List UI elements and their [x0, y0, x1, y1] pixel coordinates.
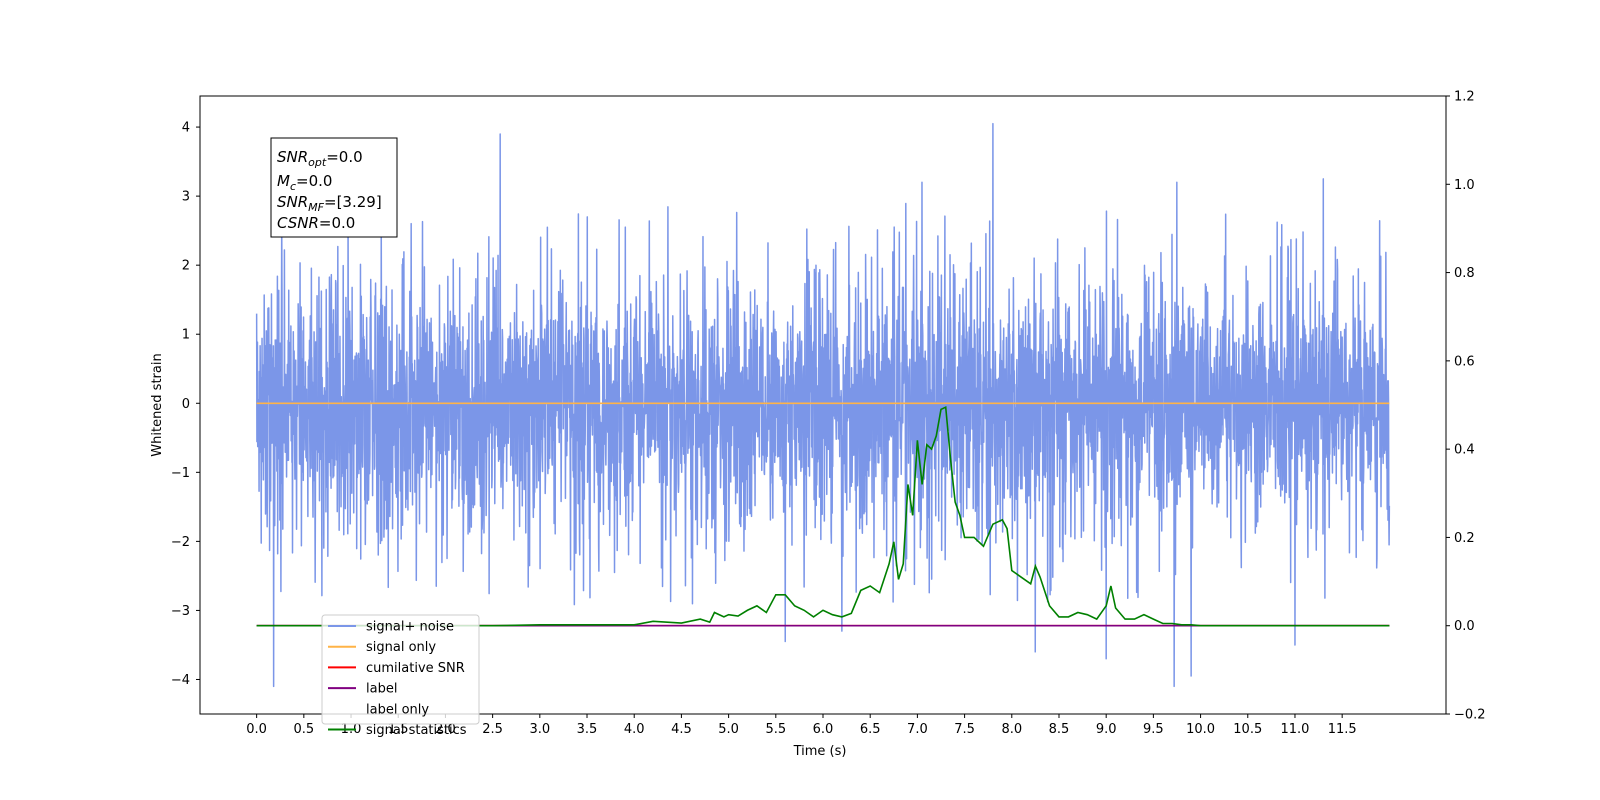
- x-tick-label: 5.0: [718, 722, 739, 737]
- y2-tick-label: 1.2: [1454, 90, 1475, 105]
- y-tick-label: −2: [171, 535, 190, 550]
- y-axis-right-ticks: −0.2 0.0 0.2 0.4 0.6 0.8 1.0 1.2: [1446, 90, 1486, 723]
- y2-tick-label: 0.8: [1454, 266, 1475, 281]
- legend-label-cumilative-snr: cumilative SNR: [366, 661, 465, 676]
- x-tick-label: 5.5: [765, 722, 786, 737]
- signal-noise-line: [255, 122, 1391, 688]
- annotation-value: =0.0: [296, 172, 332, 190]
- y-tick-label: 3: [182, 190, 190, 205]
- annotation-value: =[3.29]: [324, 193, 382, 211]
- x-tick-label: 2.0: [435, 722, 456, 737]
- x-tick-label: 8.5: [1049, 722, 1070, 737]
- legend-label-signal-statistics: signal statistics: [366, 723, 467, 738]
- y2-tick-label: 0.4: [1454, 443, 1475, 458]
- annotation-symbol: M: [277, 172, 290, 190]
- y-axis-label: Whitened strain: [150, 353, 165, 456]
- y-tick-label: 2: [182, 259, 190, 274]
- y-axis-left-ticks: −4 −3 −2 −1 0 1 2 3 4: [171, 121, 200, 688]
- x-tick-label: 11.0: [1280, 722, 1309, 737]
- annotation-value: =0.0: [326, 148, 362, 166]
- x-tick-label: 7.0: [907, 722, 928, 737]
- y-tick-label: 4: [182, 121, 190, 136]
- annotation-subscript: MF: [308, 201, 324, 214]
- y-tick-label: 1: [182, 328, 190, 343]
- x-tick-label: 0.0: [246, 722, 267, 737]
- legend-label-signal-noise: signal+ noise: [366, 620, 454, 635]
- annotation-symbol: SNR: [277, 148, 308, 166]
- y2-tick-label: 0.0: [1454, 619, 1475, 634]
- legend-entries: signal+ noise signal only cumilative SNR la…: [328, 620, 467, 738]
- annotation-subscript: opt: [308, 156, 327, 169]
- x-tick-label: 10.5: [1233, 722, 1262, 737]
- y2-tick-label: 1.0: [1454, 178, 1475, 193]
- annotation-line: SNRMF=[3.29]: [277, 193, 382, 214]
- x-tick-label: 8.0: [1001, 722, 1022, 737]
- x-axis-label: Time (s): [793, 744, 847, 759]
- legend-label-signal-only: signal only: [366, 640, 436, 655]
- x-tick-label: 9.0: [1096, 722, 1117, 737]
- y2-tick-label: 0.2: [1454, 531, 1475, 546]
- legend-label-label-only: label only: [366, 702, 429, 717]
- legend-frame: [321, 614, 480, 725]
- x-tick-label: 2.5: [482, 722, 503, 737]
- annotation-symbol: SNR: [277, 193, 308, 211]
- legend: signal+ noise signal only cumilative SNR la…: [321, 614, 480, 738]
- annotation-line: CSNR=0.0: [277, 214, 355, 232]
- annotation-subscript: c: [290, 180, 296, 193]
- y2-tick-label: 0.6: [1454, 354, 1475, 369]
- x-tick-label: 10.0: [1186, 722, 1215, 737]
- x-tick-label: 11.5: [1328, 722, 1357, 737]
- y-tick-label: −4: [171, 673, 190, 688]
- y-tick-label: −3: [171, 604, 190, 619]
- x-tick-label: 1.5: [388, 722, 409, 737]
- noise-series-signal-noise: [255, 122, 1391, 688]
- x-tick-label: 3.5: [577, 722, 598, 737]
- legend-label-label: label: [366, 682, 397, 697]
- x-tick-label: 4.5: [671, 722, 692, 737]
- x-tick-label: 6.5: [860, 722, 881, 737]
- x-tick-label: 7.5: [954, 722, 975, 737]
- x-tick-label: 0.5: [293, 722, 314, 737]
- x-tick-label: 3.0: [529, 722, 550, 737]
- x-tick-label: 4.0: [624, 722, 645, 737]
- annotation-line: SNRopt=0.0: [277, 148, 363, 169]
- x-tick-label: 6.0: [813, 722, 834, 737]
- x-tick-label: 9.5: [1143, 722, 1164, 737]
- annotation-symbol: CSNR: [277, 214, 319, 232]
- y2-tick-label: −0.2: [1454, 708, 1486, 723]
- y-tick-label: 0: [182, 397, 190, 412]
- signal-statistics-line: [256, 406, 1390, 627]
- annotation-line: Mc=0.0: [277, 172, 332, 193]
- y-tick-label: −1: [171, 466, 190, 481]
- x-axis-ticks: 0.0 0.5 1.0 1.5 2.0 2.5 3.0 3.5 4.0 4.5 5.0 5.5 6.0 6…: [246, 714, 1357, 737]
- annotation-frame: [270, 137, 398, 238]
- annotation-value: =0.0: [319, 214, 355, 232]
